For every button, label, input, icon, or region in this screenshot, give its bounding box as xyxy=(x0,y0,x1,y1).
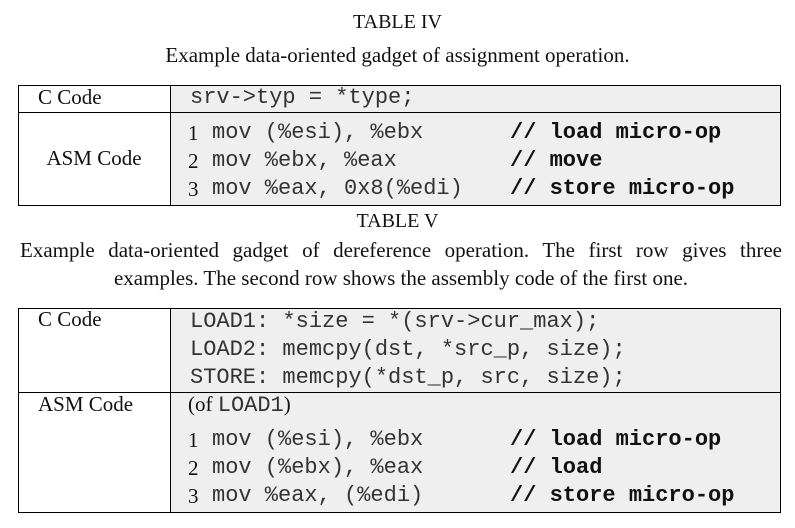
row-rule xyxy=(18,112,781,113)
line-number: 2 xyxy=(188,456,199,480)
code: srv->typ = *type; xyxy=(190,85,415,110)
code: mov (%esi), %ebx xyxy=(212,427,424,452)
table-border xyxy=(18,308,781,513)
table-label: TABLE IV xyxy=(353,11,442,33)
line-number: 1 xyxy=(188,121,199,145)
comment: // store micro-op xyxy=(510,176,735,201)
line-number: 3 xyxy=(188,177,199,201)
code: STORE: memcpy(*dst_p, src, size); xyxy=(190,365,626,390)
code: mov %eax, (%edi) xyxy=(212,483,424,508)
code: mov (%esi), %ebx xyxy=(212,120,424,145)
note-prefix: (of xyxy=(188,392,213,416)
line-number: 3 xyxy=(188,484,199,508)
comment: // move xyxy=(510,148,603,173)
table-caption: Example data-oriented gadget of assignme… xyxy=(165,43,630,67)
table-caption: Example data-oriented gadget of derefere… xyxy=(20,238,782,290)
code: mov %eax, 0x8(%edi) xyxy=(212,176,463,201)
cell-bg xyxy=(170,308,780,512)
note-suffix: ) xyxy=(283,392,291,416)
line-number: 2 xyxy=(188,149,199,173)
comment: // load micro-op xyxy=(510,120,722,145)
line-number: 1 xyxy=(188,428,199,452)
note-code: LOAD1 xyxy=(217,393,284,418)
code: LOAD1: *size = *(srv->cur_max); xyxy=(190,309,600,334)
comment: // store micro-op xyxy=(510,483,735,508)
code: LOAD2: memcpy(dst, *src_p, size); xyxy=(190,337,626,362)
row-header: ASM Code xyxy=(46,146,142,170)
cell-bg xyxy=(170,85,780,205)
row-header: C Code xyxy=(38,85,102,109)
comment: // load micro-op xyxy=(510,427,722,452)
code: mov (%ebx), %eax xyxy=(212,455,424,480)
comment: // load xyxy=(510,455,603,480)
row-header: ASM Code xyxy=(38,392,134,416)
table-label: TABLE V xyxy=(356,210,439,232)
note: (of LOAD1) xyxy=(188,390,291,420)
col-rule xyxy=(170,308,171,513)
col-rule xyxy=(170,85,171,206)
code: mov %ebx, %eax xyxy=(212,148,397,173)
row-rule xyxy=(18,392,781,393)
table-border xyxy=(18,85,781,206)
row-header: C Code xyxy=(38,307,102,331)
